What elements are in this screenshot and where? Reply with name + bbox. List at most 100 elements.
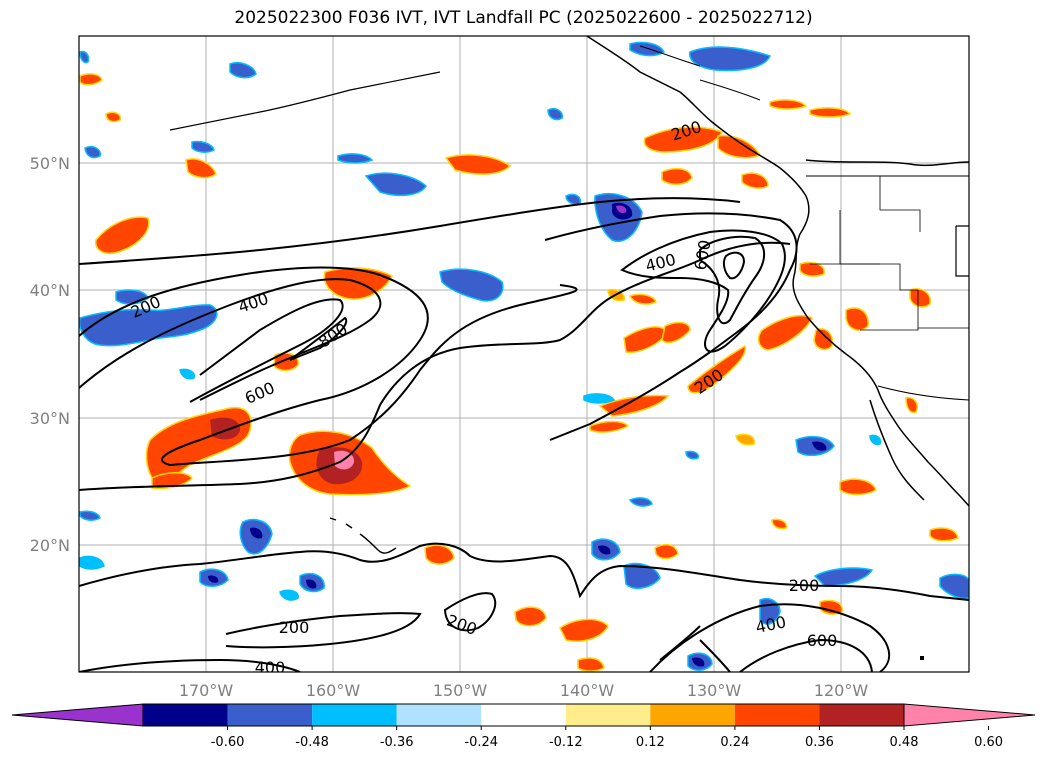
contour-label: 200 (789, 576, 820, 595)
pc-blob (439, 268, 504, 302)
pc-blob (741, 172, 769, 189)
colorbar-swatch (227, 704, 313, 726)
map-frame (78, 35, 970, 673)
pc-blob (628, 293, 657, 305)
pc-blob-core (208, 575, 219, 583)
pc-blob-core (306, 579, 317, 589)
baja-california-coast (869, 399, 925, 501)
ivt-contour-200 (443, 592, 497, 632)
pc-blob (845, 307, 869, 331)
pc-blob-core (250, 527, 263, 539)
pc-blob (735, 433, 755, 446)
pc-blob (79, 304, 218, 347)
colorbar-frame (142, 703, 905, 727)
pc-blob (279, 589, 299, 601)
colorbar-swatch (396, 704, 482, 726)
hawaii-islands (329, 517, 397, 554)
pc-blob (424, 544, 455, 565)
colorbar: -0.60 -0.48 -0.36 -0.24 -0.12 0.12 0.24 0.36 0.4… (11, 703, 1036, 750)
pc-blob (839, 478, 877, 496)
ivt-contour-600 (699, 235, 766, 325)
state-border (879, 176, 921, 232)
lon-label-140w: 140°W (560, 681, 615, 700)
colorbar-swatch (819, 704, 904, 726)
pc-blob (583, 393, 616, 404)
colorbar-swatch (143, 704, 228, 726)
pc-blob (79, 555, 105, 570)
contour-label: 400 (255, 658, 286, 677)
lon-label-120w: 120°W (814, 681, 869, 700)
pc-blob (337, 153, 374, 164)
north-america-coastline (586, 36, 969, 507)
pc-blob (939, 573, 969, 600)
colorbar-tick-label: 0.36 (805, 735, 834, 750)
pc-blob (598, 394, 670, 417)
pc-blob (819, 599, 843, 615)
pc-blob-core (812, 441, 827, 451)
colorbar-swatch (565, 704, 651, 726)
colorbar-tick-label: -0.12 (549, 735, 583, 750)
pc-blob (151, 472, 193, 490)
contour-label: 600 (807, 631, 838, 650)
latitude-labels: 20°N 30°N 40°N 50°N (30, 154, 70, 555)
colorbar-swatch (312, 704, 397, 726)
pc-blob (79, 73, 103, 86)
pc-blob (661, 321, 691, 344)
pc-blob (95, 216, 150, 254)
lon-label-150w: 150°W (433, 681, 488, 700)
pc-blob (813, 328, 834, 351)
pc-blob (629, 41, 665, 57)
colorbar-extend-min (11, 703, 144, 727)
contour-label: 200 (279, 618, 310, 637)
pc-blob (514, 606, 547, 627)
lon-label-160w: 160°W (306, 681, 361, 700)
pc-blob (105, 111, 122, 123)
alaska-panhandle-islands (639, 45, 761, 101)
pc-blob (643, 126, 724, 153)
pc-blob (79, 510, 101, 521)
pc-blob (179, 368, 196, 380)
pc-blob (905, 396, 918, 414)
ivt-contour-400 (620, 229, 786, 353)
pc-blob (444, 154, 512, 175)
pc-blob (547, 107, 564, 121)
pc-blob (229, 62, 257, 79)
pc-blob (191, 140, 215, 153)
pc-blob (79, 50, 90, 64)
ivt-contour-800 (289, 316, 348, 361)
pc-blob (685, 450, 700, 460)
pc-blob (577, 657, 605, 672)
ivt-contour-400 (649, 603, 890, 672)
ivt-contour-600 (189, 298, 344, 403)
map-title: 2025022300 F036 IVT, IVT Landfall PC (20… (234, 8, 813, 28)
pc-blob (185, 158, 217, 179)
ivt-contour-400 (79, 658, 301, 672)
lon-label-130w: 130°W (687, 681, 742, 700)
pc-blob (589, 420, 630, 433)
lon-label-170w: 170°W (179, 681, 234, 700)
colorbar-tick-label: 0.12 (636, 735, 665, 750)
pc-blob (559, 618, 609, 642)
coastlines (169, 36, 969, 554)
colorbar-swatch (650, 704, 735, 726)
colorbar-swatch (734, 704, 820, 726)
pc-blob (757, 314, 814, 351)
ivt-contour-200 (699, 639, 731, 672)
pc-blob (628, 497, 653, 507)
ivt-contour-400 (79, 278, 382, 401)
lat-label-20n: 20°N (30, 536, 70, 555)
pc-blob-core (598, 545, 611, 555)
pc-blob (809, 107, 852, 118)
pc-blob (623, 562, 661, 590)
ivt-contour-200 (225, 612, 422, 649)
ivt-contour-600 (739, 638, 873, 672)
ivt-contour-200 (659, 625, 701, 661)
pc-blob (654, 543, 679, 560)
ivt-contour-800 (722, 251, 746, 280)
colorbar-tick-label: 0.60 (974, 735, 1003, 750)
pc-blob-core (210, 417, 240, 440)
pc-blob (771, 518, 788, 530)
colorbar-extend-max (903, 703, 1036, 727)
pc-blob-core (692, 657, 705, 667)
